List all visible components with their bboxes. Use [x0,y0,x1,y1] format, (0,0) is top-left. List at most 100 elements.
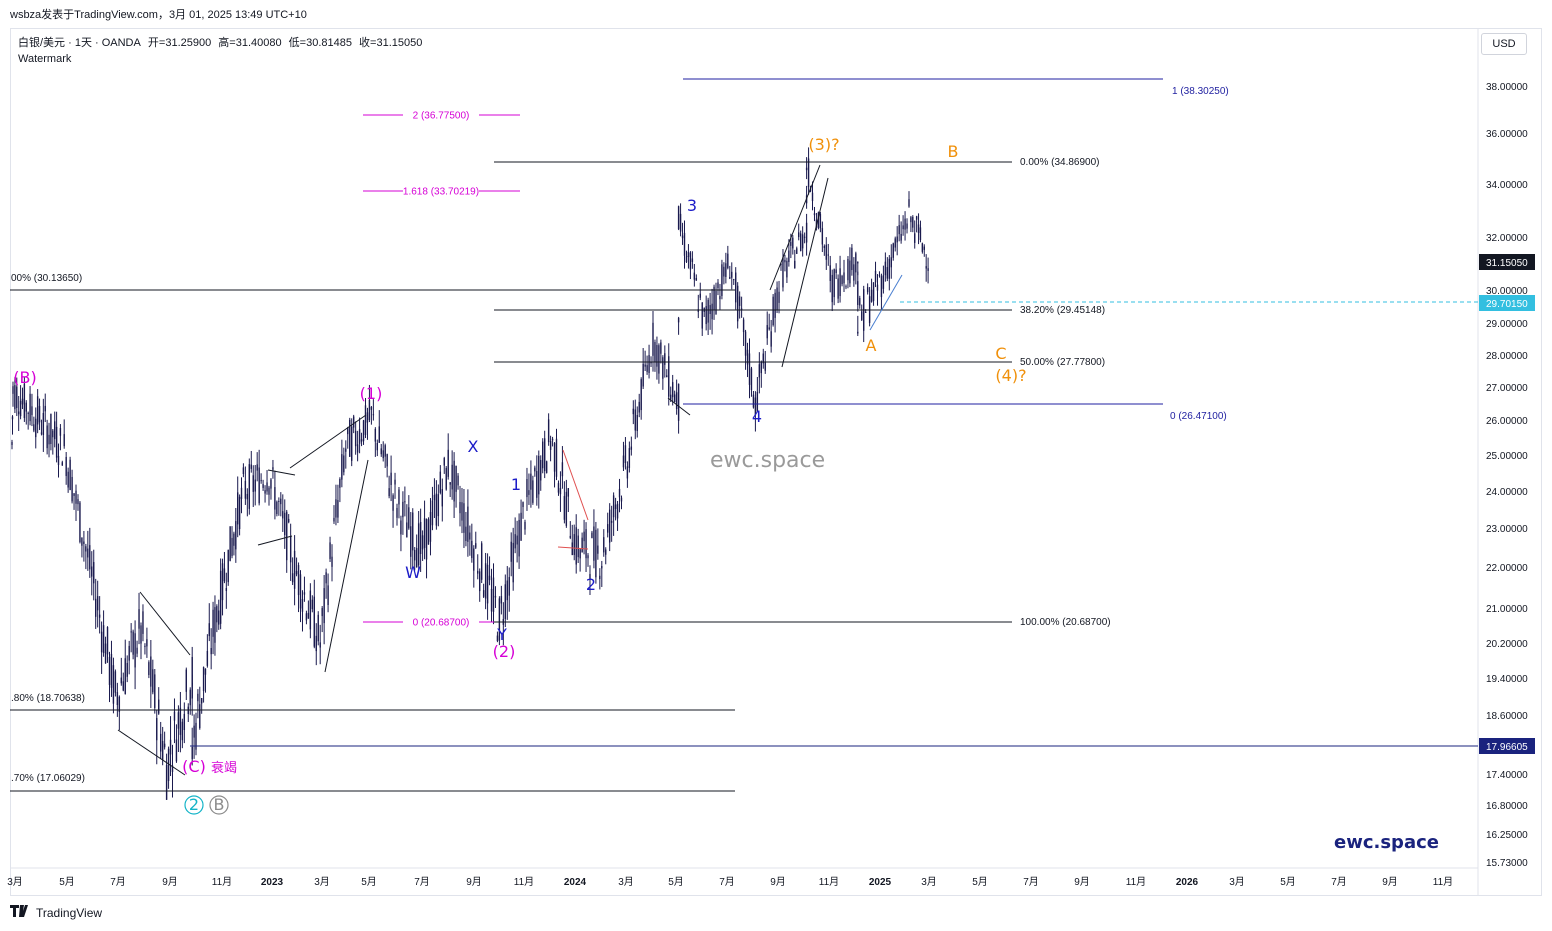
candle-body [311,599,314,610]
candle-body [181,721,184,741]
candle-body [83,541,85,544]
candle-body [85,546,87,552]
candle-body [778,291,780,303]
candle-body [465,526,467,541]
candle-body [610,520,613,523]
candle-body [35,418,37,438]
candle-body [132,631,134,655]
wave-label: B [948,142,959,161]
candle-body [608,509,611,543]
fib-level-label: .80% (18.70638) [11,693,85,704]
candle-body [622,455,625,468]
candle-body [321,608,323,617]
fib-level-label: 1.618 (33.70219) [403,187,479,198]
y-tick-label: 26.00000 [1486,416,1528,427]
symbol-title[interactable]: 白银/美元 · 1天 · OANDA [18,37,141,49]
candle-body [614,504,617,510]
candle-body [469,532,471,540]
candle-body [48,434,50,445]
candle-body [200,697,203,704]
x-tick-label: 9月 [1074,876,1090,888]
candle-body [506,580,508,601]
watermark-indicator-label[interactable]: Watermark [18,53,72,65]
candle-body [876,284,879,291]
candle-body [528,490,530,495]
fib-level-label: 00% (30.13650) [11,273,82,284]
wave-label: (3)? [808,135,839,154]
candle-body [888,258,891,279]
x-tick-label: 5月 [361,876,377,888]
candle-body [685,256,688,263]
candle-body [849,260,851,284]
candle-body [538,455,540,495]
candle-body [287,518,290,523]
candle-body [75,490,77,504]
candle-body [857,281,859,306]
candle-body [237,492,239,525]
x-tick-label: 7月 [719,876,735,888]
candle-body [742,319,745,333]
candle-body [38,405,41,423]
candle-body [59,428,62,436]
candle-body [229,526,231,561]
candle-body [855,253,857,273]
candle-body [87,548,89,558]
candle-body [492,577,495,612]
candle-body [872,282,875,301]
candle-body [291,573,294,583]
candle-body [764,362,766,371]
candle-body [689,252,692,270]
candle-body [912,216,914,228]
candle-body [339,479,341,488]
candle-body [374,428,377,442]
candle-body [185,669,187,692]
candle-body [803,236,806,238]
fib-level-label: 0 (20.68700) [413,618,470,629]
trend-line [869,274,903,331]
candle-body [390,472,392,485]
candle-body [282,511,284,519]
trend-line [667,397,691,416]
candle-body [272,467,274,470]
candle-body [733,279,735,281]
candle-body [71,476,73,502]
candle-body [530,473,532,490]
candle-body [864,311,867,313]
trend-line [267,469,296,476]
tradingview-footer[interactable]: TradingView [10,905,102,920]
candle-body [61,462,64,466]
candle-body [286,511,288,561]
candle-body [811,192,814,202]
candle-body [54,421,56,440]
candle-body [372,414,375,416]
candle-body [575,527,577,565]
candle-body [555,438,558,477]
brand-text: ewc.space [1334,832,1439,853]
candle-body [77,499,79,505]
candle-body [453,460,455,502]
candle-body [235,521,237,550]
candle-body [108,656,111,685]
candle-body [102,625,105,654]
candle-body [744,331,747,356]
candle-body [89,545,91,570]
candle-body [248,464,251,509]
x-tick-label: 5月 [59,876,75,888]
candle-body [417,523,420,566]
candle-body [646,365,648,372]
candle-body [490,588,493,612]
candle-body [581,537,583,553]
candle-body [861,311,863,320]
candle-body [345,448,347,452]
wave-label: C [995,344,1006,363]
candle-body [425,518,428,560]
y-tick-label: 21.00000 [1486,604,1528,615]
currency-button[interactable]: USD [1481,33,1527,55]
candle-body [386,454,388,467]
candle-body [620,497,623,502]
candle-body [601,566,603,569]
candle-body [925,266,927,269]
candle-body [351,426,353,461]
candle-body [498,598,501,641]
